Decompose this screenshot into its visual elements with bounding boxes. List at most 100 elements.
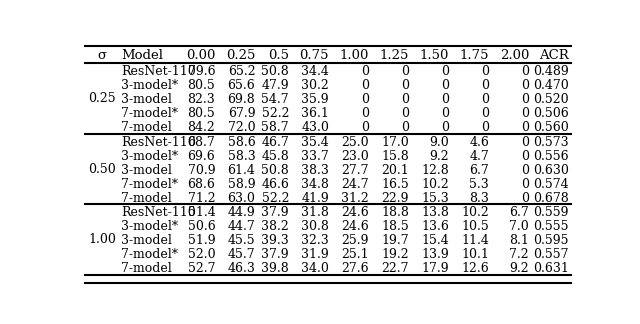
Text: 0: 0 [361,122,369,134]
Text: 0: 0 [361,93,369,106]
Text: 10.1: 10.1 [461,249,489,261]
Text: 0.489: 0.489 [533,65,569,78]
Text: 50.8: 50.8 [261,65,289,78]
Text: 58.9: 58.9 [228,178,255,191]
Text: 0: 0 [401,122,409,134]
Text: 72.0: 72.0 [228,122,255,134]
Text: 0: 0 [401,65,409,78]
Text: 63.0: 63.0 [227,192,255,205]
Text: 12.6: 12.6 [461,262,489,275]
Text: 25.9: 25.9 [342,234,369,247]
Text: 68.7: 68.7 [188,135,215,148]
Text: 46.6: 46.6 [261,178,289,191]
Text: 2.00: 2.00 [500,49,529,62]
Text: 0.573: 0.573 [533,135,569,148]
Text: 0.560: 0.560 [533,122,569,134]
Text: 15.4: 15.4 [421,234,449,247]
Text: 18.5: 18.5 [381,220,409,233]
Text: 24.6: 24.6 [341,220,369,233]
Text: 34.8: 34.8 [301,178,329,191]
Text: 79.6: 79.6 [188,65,215,78]
Text: 8.1: 8.1 [509,234,529,247]
Text: 10.2: 10.2 [421,178,449,191]
Text: 10.2: 10.2 [461,206,489,219]
Text: 0.5: 0.5 [268,49,289,62]
Text: 7.2: 7.2 [509,249,529,261]
Text: 15.3: 15.3 [421,192,449,205]
Text: 34.0: 34.0 [301,262,329,275]
Text: 52.2: 52.2 [262,107,289,120]
Text: 0.631: 0.631 [533,262,569,275]
Text: 22.7: 22.7 [381,262,409,275]
Text: 80.5: 80.5 [188,107,215,120]
Text: 70.9: 70.9 [188,164,215,177]
Text: 0.506: 0.506 [533,107,569,120]
Text: 38.2: 38.2 [261,220,289,233]
Text: 0.00: 0.00 [186,49,215,62]
Text: 5.3: 5.3 [469,178,489,191]
Text: 45.8: 45.8 [261,150,289,163]
Text: 0: 0 [521,122,529,134]
Text: 0.559: 0.559 [534,206,569,219]
Text: 52.7: 52.7 [188,262,215,275]
Text: 11.4: 11.4 [461,234,489,247]
Text: 68.6: 68.6 [188,178,215,191]
Text: 0.75: 0.75 [300,49,329,62]
Text: 17.9: 17.9 [422,262,449,275]
Text: 44.7: 44.7 [227,220,255,233]
Text: 58.3: 58.3 [227,150,255,163]
Text: 45.5: 45.5 [228,234,255,247]
Text: 30.2: 30.2 [301,79,329,92]
Text: 24.6: 24.6 [341,206,369,219]
Text: 32.3: 32.3 [301,234,329,247]
Text: 13.6: 13.6 [421,220,449,233]
Text: 39.8: 39.8 [261,262,289,275]
Text: 25.1: 25.1 [342,249,369,261]
Text: 1.75: 1.75 [460,49,489,62]
Text: 0: 0 [401,79,409,92]
Text: 1.50: 1.50 [420,49,449,62]
Text: 15.8: 15.8 [381,150,409,163]
Text: 31.9: 31.9 [301,249,329,261]
Text: 24.7: 24.7 [342,178,369,191]
Text: 58.7: 58.7 [262,122,289,134]
Text: 7-model*: 7-model* [122,249,179,261]
Text: 0: 0 [361,65,369,78]
Text: 45.7: 45.7 [228,249,255,261]
Text: 37.9: 37.9 [262,249,289,261]
Text: 0: 0 [481,93,489,106]
Text: 46.3: 46.3 [227,262,255,275]
Text: 9.2: 9.2 [429,150,449,163]
Text: 3-model*: 3-model* [122,220,179,233]
Text: 71.2: 71.2 [188,192,215,205]
Text: 0.520: 0.520 [533,93,569,106]
Text: σ: σ [97,49,106,62]
Text: 0: 0 [521,164,529,177]
Text: 0: 0 [361,79,369,92]
Text: 13.9: 13.9 [421,249,449,261]
Text: 44.9: 44.9 [227,206,255,219]
Text: ResNet-110: ResNet-110 [122,206,196,219]
Text: 3-model*: 3-model* [122,79,179,92]
Text: 7-model*: 7-model* [122,107,179,120]
Text: 0.678: 0.678 [533,192,569,205]
Text: 52.0: 52.0 [188,249,215,261]
Text: ResNet-110: ResNet-110 [122,65,196,78]
Text: 16.5: 16.5 [381,178,409,191]
Text: 0.574: 0.574 [533,178,569,191]
Text: 0.50: 0.50 [88,163,116,176]
Text: 0: 0 [441,122,449,134]
Text: 82.3: 82.3 [188,93,215,106]
Text: 31.2: 31.2 [341,192,369,205]
Text: 19.7: 19.7 [381,234,409,247]
Text: 20.1: 20.1 [381,164,409,177]
Text: 7-model*: 7-model* [122,178,179,191]
Text: 69.8: 69.8 [227,93,255,106]
Text: 8.3: 8.3 [469,192,489,205]
Text: 65.6: 65.6 [227,79,255,92]
Text: 33.7: 33.7 [301,150,329,163]
Text: 19.2: 19.2 [381,249,409,261]
Text: 0: 0 [521,178,529,191]
Text: 51.9: 51.9 [188,234,215,247]
Text: ResNet-110: ResNet-110 [122,135,196,148]
